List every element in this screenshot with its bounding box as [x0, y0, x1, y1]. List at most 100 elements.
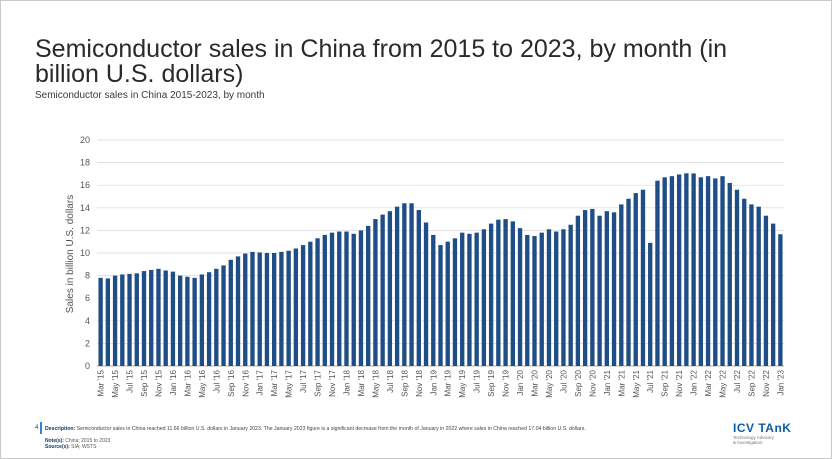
- bar: [235, 256, 241, 366]
- bars: [98, 173, 783, 366]
- x-tick-label: Jan '17: [256, 369, 265, 395]
- x-axis-ticks: Mar '15 May '15 Jul '15 Sep '15 Nov '15 Jan '…: [97, 369, 786, 397]
- bar: [510, 221, 515, 366]
- bar: [293, 248, 299, 366]
- x-tick-label: Mar '19: [444, 369, 453, 396]
- x-tick-label: Nov '18: [415, 369, 424, 396]
- x-tick-label: Jul '22: [733, 369, 742, 392]
- bar: [546, 229, 552, 366]
- bar: [156, 268, 161, 366]
- x-tick-label: Nov '15: [154, 369, 163, 396]
- y-tick-label: 14: [80, 203, 90, 213]
- y-axis-label: Sales in billion U.S. dollars: [65, 195, 76, 313]
- x-tick-label: Sep '16: [227, 369, 236, 396]
- bar: [192, 277, 197, 366]
- logo-sub-1: Technology Advisory: [733, 435, 775, 440]
- bar: [170, 271, 176, 366]
- page-number: 4: [35, 425, 39, 431]
- x-tick-label: Jan '16: [169, 369, 178, 395]
- x-tick-label: Nov '16: [241, 369, 250, 396]
- bar: [611, 212, 617, 366]
- bar: [112, 275, 118, 366]
- bar: [488, 223, 494, 366]
- bar: [98, 277, 103, 366]
- x-tick-label: Jul '16: [212, 369, 221, 392]
- bar: [532, 236, 537, 366]
- x-tick-label: Mar '20: [531, 369, 540, 396]
- x-tick-label: Nov '22: [762, 369, 771, 396]
- bar: [640, 189, 646, 366]
- page-title: Semiconductor sales in China from 2015 t…: [35, 35, 728, 88]
- x-tick-label: Mar '16: [183, 369, 192, 396]
- x-tick-label: May '19: [458, 369, 467, 397]
- bar: [604, 211, 609, 366]
- bar: [525, 234, 530, 366]
- bar: [416, 210, 421, 366]
- x-tick-label: May '20: [545, 369, 554, 397]
- logo-sub-2: & Investigation: [733, 440, 763, 445]
- page-subtitle: Semiconductor sales in China 2015-2023, …: [35, 90, 265, 101]
- x-tick-label: Jan '20: [516, 369, 525, 395]
- description-text: Semiconductor sales in China reached 11.…: [76, 426, 586, 432]
- bar: [308, 241, 313, 366]
- bar: [264, 253, 270, 366]
- bar: [763, 215, 769, 366]
- x-tick-label: May '15: [111, 369, 120, 397]
- bar: [315, 238, 320, 366]
- bar: [279, 251, 284, 366]
- x-tick-label: Nov '21: [675, 369, 684, 396]
- bar: [698, 177, 704, 366]
- bar: [409, 203, 414, 366]
- source-label: Source(s):: [45, 444, 70, 450]
- bar: [633, 193, 638, 366]
- x-tick-label: Jul '19: [473, 369, 482, 392]
- source-text: SIA; WSTS: [71, 444, 97, 450]
- x-tick-label: Jan '22: [690, 369, 699, 395]
- bar: [431, 234, 436, 366]
- bar: [597, 215, 602, 366]
- bar: [358, 230, 364, 366]
- bar: [734, 189, 740, 366]
- description: Description: Semiconductor sales in Chin…: [45, 426, 586, 432]
- y-tick-label: 10: [80, 248, 90, 258]
- bar: [662, 177, 667, 366]
- bar: [257, 252, 262, 366]
- bar: [105, 278, 111, 366]
- bar: [561, 229, 566, 366]
- bar: [380, 214, 385, 366]
- x-tick-label: Mar '18: [357, 369, 366, 396]
- bar: [141, 271, 147, 366]
- bar: [221, 265, 226, 366]
- bar: [539, 232, 544, 366]
- y-tick-label: 12: [80, 225, 90, 235]
- notes: Note(s): China; 2015 to 2023 Source(s): …: [45, 438, 110, 450]
- x-tick-label: May '22: [719, 369, 728, 397]
- bar: [517, 228, 523, 366]
- logo: ICV TAnK Technology Advisory & Investiga…: [733, 421, 803, 445]
- x-tick-label: Jul '21: [646, 369, 655, 392]
- bar: [742, 198, 747, 366]
- bar: [387, 211, 393, 366]
- x-tick-label: Sep '18: [400, 369, 409, 396]
- x-tick-label: Sep '20: [574, 369, 583, 396]
- bar: [423, 222, 429, 366]
- y-tick-label: 20: [80, 135, 90, 145]
- bar: [496, 219, 501, 366]
- x-tick-label: Mar '21: [617, 369, 626, 396]
- bar: [206, 272, 212, 366]
- note-text: China; 2015 to 2023: [65, 438, 111, 444]
- x-tick-label: Nov '17: [328, 369, 337, 396]
- bar: [438, 245, 443, 366]
- bar: [243, 253, 248, 366]
- bar: [481, 229, 487, 366]
- accent-bar: [40, 422, 42, 434]
- x-tick-label: Mar '22: [704, 369, 713, 396]
- bar: [684, 173, 689, 366]
- bar-chart: 0 2 4 6 8 10 12 14 16 18 20 Mar '15 May '15 Jul '15 S…: [65, 135, 786, 398]
- y-tick-label: 8: [85, 271, 90, 281]
- x-tick-label: Jan '19: [429, 369, 438, 395]
- bar: [228, 259, 233, 366]
- y-tick-label: 18: [80, 158, 90, 168]
- bar: [720, 176, 725, 366]
